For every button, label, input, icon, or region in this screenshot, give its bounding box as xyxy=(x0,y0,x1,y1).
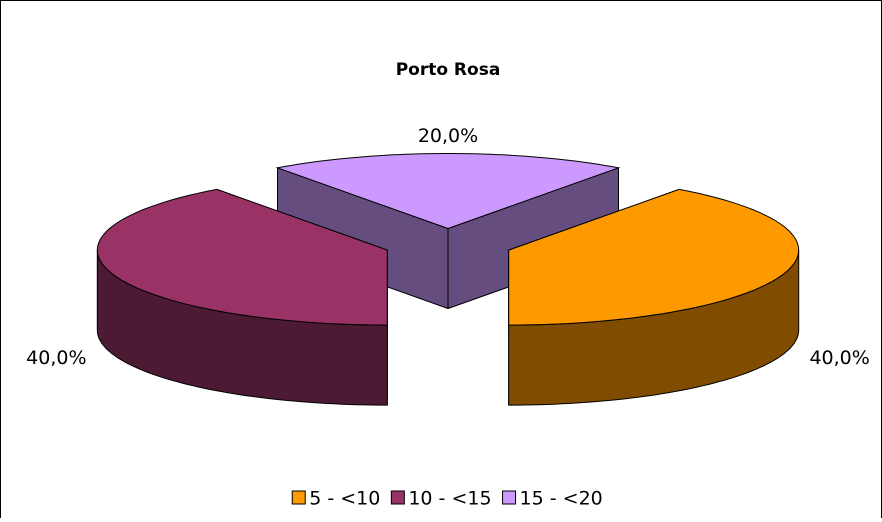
data-label: 20,0% xyxy=(418,125,478,147)
pie-slice xyxy=(508,188,800,406)
slice-top xyxy=(275,153,621,230)
legend-swatch xyxy=(502,490,517,505)
data-label: 40,0% xyxy=(26,347,86,369)
chart-title: Porto Rosa xyxy=(396,60,501,80)
data-label: 40,0% xyxy=(809,347,869,369)
legend-swatch xyxy=(291,490,306,505)
legend-label: 15 - <20 xyxy=(520,488,603,510)
pie-slice xyxy=(275,153,621,309)
legend-label: 5 - <10 xyxy=(309,488,380,510)
legend-swatch xyxy=(390,490,405,505)
pie-slice xyxy=(96,188,388,406)
slice-top xyxy=(96,188,388,326)
legend-label: 10 - <15 xyxy=(408,488,491,510)
slice-top xyxy=(508,188,800,326)
